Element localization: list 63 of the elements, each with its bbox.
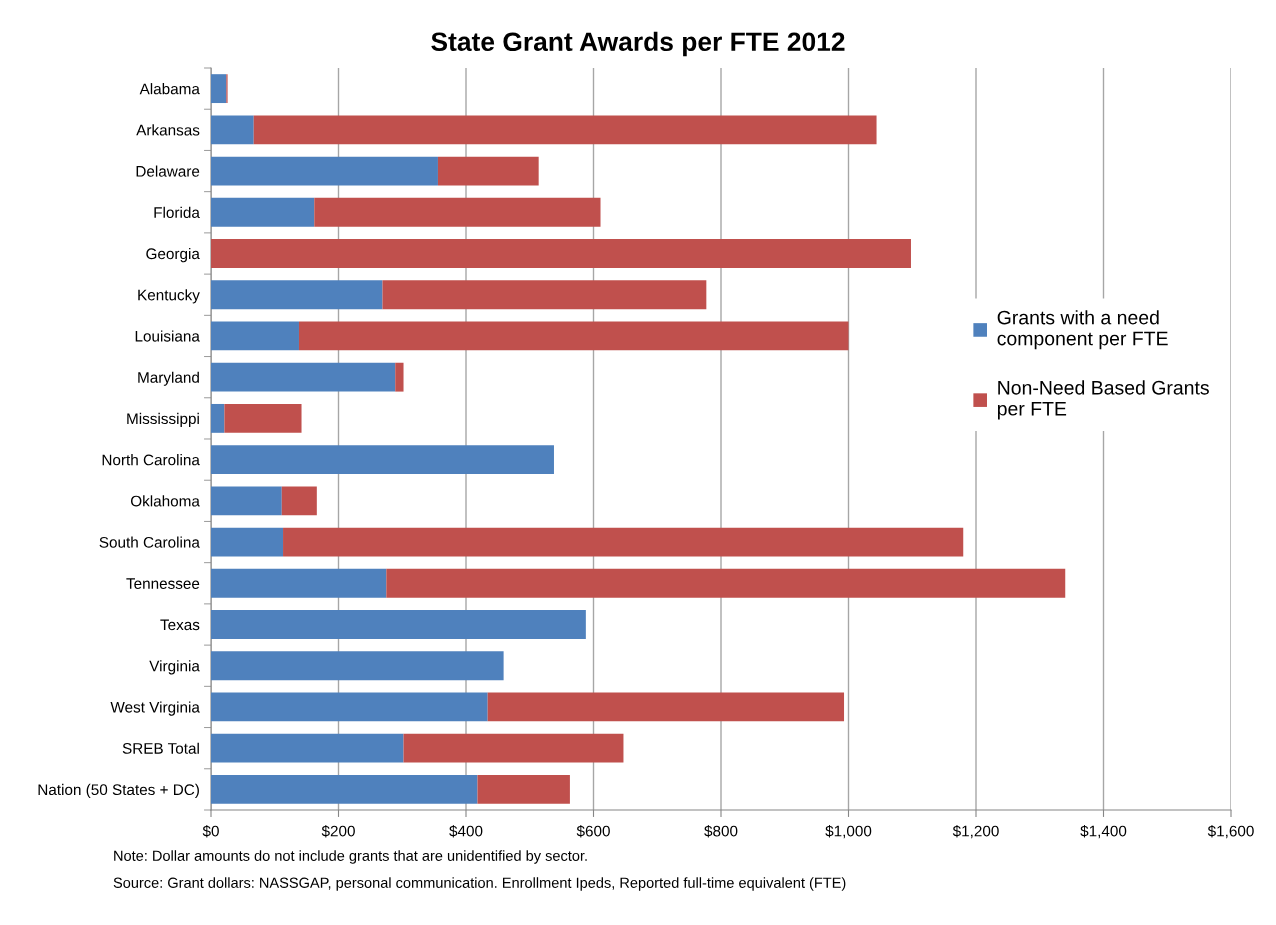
x-tick-label: $1,000: [825, 825, 872, 839]
y-tick-label: Tennessee: [126, 578, 200, 589]
x-tick-label: $1,400: [1080, 825, 1127, 839]
bar: [281, 486, 317, 516]
bar: [386, 568, 1066, 598]
y-tick-label: South Carolina: [99, 536, 200, 548]
legend-label: Grants with a need component per FTE: [997, 310, 1168, 350]
x-tick-label: $600: [576, 825, 610, 838]
y-tick-label: Louisiana: [135, 330, 200, 342]
bar: [211, 403, 225, 433]
x-tick-label: $200: [321, 825, 355, 838]
legend-label: Non-Need Based Grants per FTE: [997, 380, 1209, 420]
x-tick-label: $800: [704, 825, 738, 838]
text: Note: Dollar amounts do not include grants that are unidentified by sector.: [114, 850, 587, 864]
bar: [395, 362, 404, 392]
bar: [211, 115, 254, 145]
bar: [298, 321, 849, 351]
x-tick-label: $1,600: [1207, 825, 1254, 839]
y-tick-label: Oklahoma: [130, 495, 200, 507]
bar: [283, 527, 964, 557]
bar: [382, 280, 707, 310]
bar: [437, 156, 539, 186]
bar: [211, 445, 554, 475]
bar: [211, 362, 396, 392]
bar: [211, 610, 586, 639]
y-tick-label: Maryland: [138, 371, 199, 386]
y-tick-label: Mississippi: [127, 412, 199, 428]
y-tick-label: Virginia: [149, 660, 200, 675]
bar: [211, 197, 315, 227]
y-tick-label: SREB Total: [122, 742, 199, 754]
bar: [211, 321, 299, 351]
bar: [403, 733, 624, 763]
bar: [253, 115, 877, 145]
y-tick-label: Kentucky: [138, 289, 200, 304]
bar: [224, 403, 302, 433]
bar: [211, 74, 227, 104]
x-tick-label: $1,200: [952, 825, 999, 839]
y-tick-label: Florida: [154, 206, 200, 218]
x-tick-label: $400: [449, 825, 483, 838]
y-tick-label: West Virginia: [110, 701, 200, 716]
bar: [211, 280, 383, 310]
bar: [314, 197, 601, 227]
bar: [211, 692, 488, 722]
bar: [211, 733, 404, 763]
bar: [487, 692, 845, 722]
y-tick-label: Arkansas: [136, 124, 200, 136]
y-tick-label: Alabama: [139, 83, 200, 95]
bar: [211, 239, 911, 268]
bar: [211, 568, 387, 598]
y-tick-label: Delaware: [136, 165, 200, 177]
y-tick-label: Nation (50 States + DC): [38, 783, 199, 799]
y-tick-label: Texas: [160, 619, 200, 631]
bar: [477, 774, 570, 804]
chart-title: State Grant Awards per FTE 2012: [431, 31, 845, 57]
bar: [211, 156, 438, 186]
bar: [211, 486, 282, 516]
bar: [211, 651, 504, 681]
bar: [211, 527, 284, 557]
source-note: Source: Grant dollars: NASSGAP, personal communication. Enrollment Ipeds, Reported full-time equivalent (FTE): [113, 877, 846, 891]
y-tick-label: Georgia: [146, 247, 200, 263]
y-tick-label: North Carolina: [102, 454, 200, 466]
x-tick-label: $0: [202, 825, 219, 838]
bar: [211, 774, 478, 804]
